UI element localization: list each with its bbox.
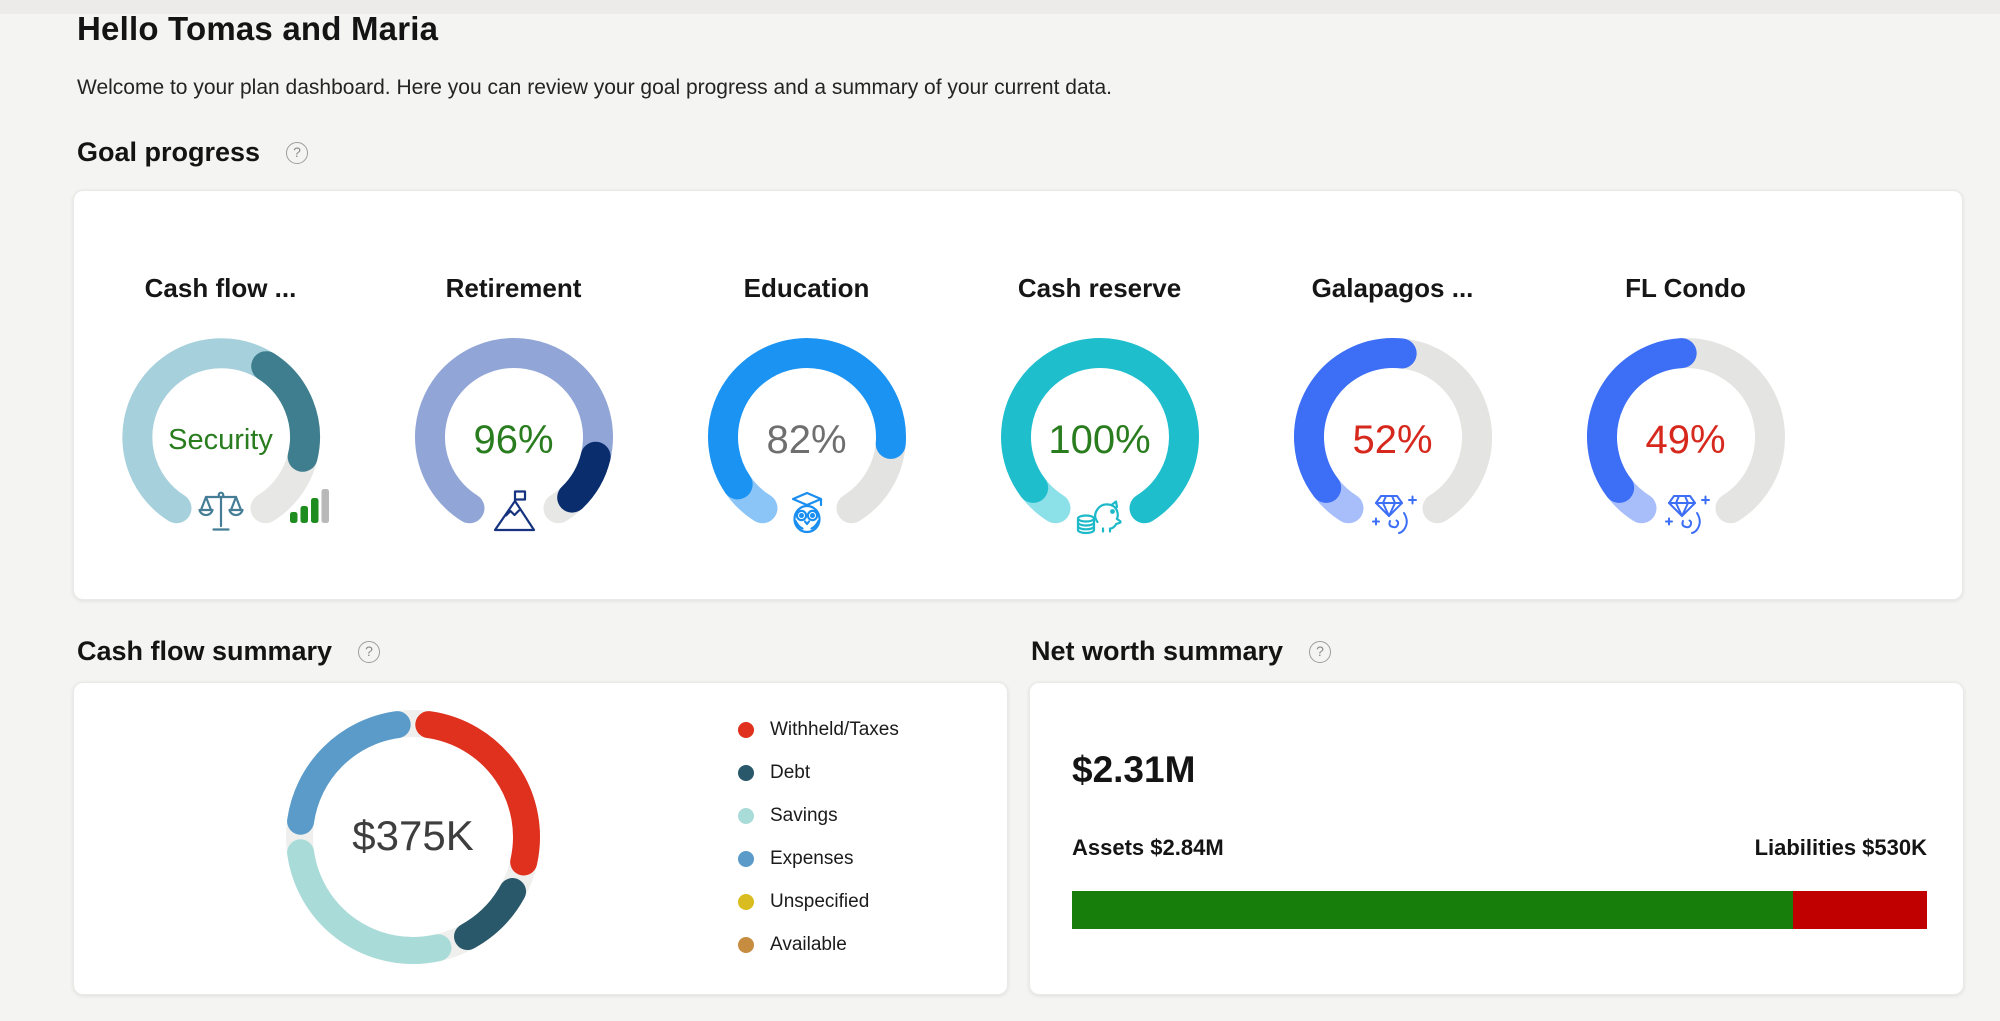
legend-color-dot bbox=[738, 765, 754, 781]
goal-title: Education bbox=[743, 273, 870, 303]
goal-title: Cash reserve bbox=[1017, 273, 1182, 303]
goal-title: Galapagos ... bbox=[1311, 273, 1474, 303]
legend-label: Withheld/Taxes bbox=[770, 719, 899, 740]
goal-progress-heading: Goal progress bbox=[77, 137, 261, 167]
piggy-bank-coins-icon bbox=[1075, 488, 1125, 536]
legend-item: Debt bbox=[738, 762, 899, 784]
donut-ring bbox=[286, 710, 540, 964]
goal-gauge-ring bbox=[1293, 338, 1492, 524]
cash-flow-legend: Withheld/Taxes Debt Savings Expenses Uns… bbox=[738, 719, 899, 956]
page-title: Hello Tomas and Maria bbox=[77, 10, 439, 47]
goal-gauge-value: Security bbox=[168, 424, 273, 456]
net-worth-heading-row: Net worth summary ? bbox=[1031, 636, 1332, 667]
legend-color-dot bbox=[738, 722, 754, 738]
goal-gauge-education[interactable]: Education 82% bbox=[660, 269, 953, 542]
help-icon[interactable]: ? bbox=[286, 141, 309, 164]
goal-gauge-ring bbox=[121, 338, 320, 524]
goal-title: FL Condo bbox=[1625, 273, 1746, 303]
net-worth-total: $2.31M bbox=[1072, 749, 1196, 790]
legend-item: Savings bbox=[738, 805, 899, 827]
legend-label: Unspecified bbox=[770, 891, 870, 912]
legend-color-dot bbox=[738, 894, 754, 910]
cash-flow-card: $375K Withheld/Taxes Debt Savings Expens… bbox=[73, 682, 1008, 995]
liabilities-label: Liabilities $530K bbox=[1754, 835, 1927, 860]
donut-center-value: $375K bbox=[352, 812, 474, 859]
goal-gauge-cash-reserve[interactable]: Cash reserve 100% bbox=[953, 269, 1246, 542]
mountain-flag-icon bbox=[490, 488, 538, 536]
legend-color-dot bbox=[738, 808, 754, 824]
legend-item: Expenses bbox=[738, 848, 899, 870]
signal-bars-icon bbox=[289, 485, 331, 530]
legend-label: Available bbox=[770, 934, 847, 955]
goal-gauge-fl-condo[interactable]: FL Condo 49% bbox=[1539, 269, 1832, 542]
top-edge-strip bbox=[0, 0, 2000, 14]
help-icon[interactable]: ? bbox=[358, 640, 381, 663]
cash-flow-heading-row: Cash flow summary ? bbox=[77, 636, 381, 667]
goal-gauge-value: 100% bbox=[1048, 418, 1151, 462]
assets-bar-segment bbox=[1072, 891, 1793, 929]
goal-gauge-value: 96% bbox=[473, 418, 554, 462]
goal-gauge-retirement[interactable]: Retirement 96% bbox=[367, 269, 660, 542]
goal-title: Retirement bbox=[445, 273, 582, 303]
net-worth-labels: Assets $2.84M Liabilities $530K bbox=[1072, 835, 1927, 861]
goal-progress-card: Cash flow ... Security bbox=[73, 190, 1963, 600]
goal-gauge-value: 49% bbox=[1645, 418, 1726, 462]
legend-label: Expenses bbox=[770, 848, 854, 869]
gauge-row: Cash flow ... Security bbox=[74, 191, 1962, 542]
help-icon[interactable]: ? bbox=[1309, 640, 1332, 663]
goal-gauge-ring bbox=[1000, 338, 1199, 524]
legend-color-dot bbox=[738, 937, 754, 953]
legend-item: Available bbox=[738, 934, 899, 956]
goal-gauge-value: 82% bbox=[766, 418, 847, 462]
goal-gauge-galapagos[interactable]: Galapagos ... 52% bbox=[1246, 269, 1539, 542]
legend-item: Withheld/Taxes bbox=[738, 719, 899, 741]
goal-gauge-ring bbox=[707, 338, 906, 524]
legend-label: Savings bbox=[770, 805, 838, 826]
goal-gauge-ring bbox=[414, 338, 613, 524]
balance-scales-icon bbox=[197, 488, 245, 536]
cash-flow-heading: Cash flow summary bbox=[77, 636, 333, 666]
legend-label: Debt bbox=[770, 762, 811, 783]
goal-gauge-value: 52% bbox=[1352, 418, 1433, 462]
goal-gauge-ring bbox=[1586, 338, 1785, 524]
liabilities-bar-segment bbox=[1792, 891, 1927, 929]
legend-item: Unspecified bbox=[738, 891, 899, 913]
goal-title: Cash flow ... bbox=[144, 273, 297, 303]
goal-progress-heading-row: Goal progress ? bbox=[77, 137, 309, 168]
diamond-hand-icon bbox=[1660, 488, 1712, 536]
owl-graduate-icon bbox=[783, 488, 831, 536]
goal-gauge-cash-flow[interactable]: Cash flow ... Security bbox=[74, 269, 367, 542]
net-worth-card: $2.31M Assets $2.84M Liabilities $530K bbox=[1029, 682, 1964, 995]
page-subtitle: Welcome to your plan dashboard. Here you… bbox=[77, 76, 1112, 99]
legend-color-dot bbox=[738, 851, 754, 867]
net-worth-heading: Net worth summary bbox=[1031, 636, 1284, 666]
assets-label: Assets $2.84M bbox=[1072, 835, 1224, 860]
net-worth-bar bbox=[1072, 891, 1927, 929]
diamond-hand-icon bbox=[1367, 488, 1419, 536]
cash-flow-donut: $375K bbox=[278, 702, 548, 972]
